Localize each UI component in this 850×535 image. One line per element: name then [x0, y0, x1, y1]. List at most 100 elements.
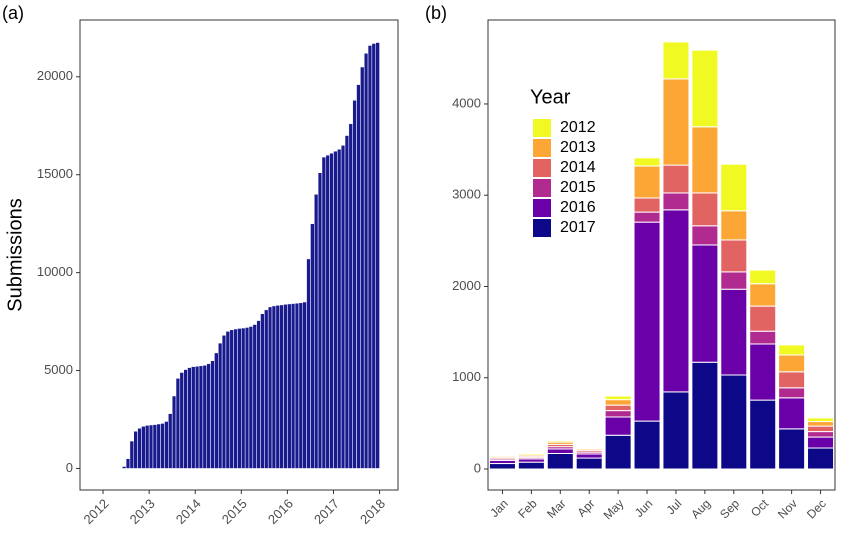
bar-segment — [488, 454, 516, 457]
bar-segment — [807, 431, 835, 438]
bar-segment — [778, 354, 806, 373]
bar — [164, 421, 169, 469]
bar-segment — [604, 399, 632, 406]
x-tick-label: 2015 — [219, 496, 250, 527]
bar — [371, 43, 376, 469]
bar-segment — [691, 244, 719, 363]
bar — [252, 324, 257, 469]
y-tick-label: 4000 — [452, 95, 481, 110]
bar-segment — [691, 361, 719, 470]
bar — [367, 45, 373, 469]
legend-swatch — [533, 159, 551, 177]
bar — [260, 313, 265, 469]
bar — [348, 123, 353, 469]
bar — [168, 413, 173, 469]
bar — [298, 302, 304, 469]
bar — [206, 363, 211, 469]
bar — [141, 426, 146, 469]
bar — [179, 372, 184, 469]
bar-segment — [720, 239, 748, 273]
bar-segment — [778, 397, 806, 430]
bar — [137, 428, 142, 469]
x-tick-label: Aug — [688, 496, 713, 521]
bar-segment — [604, 410, 632, 418]
x-tick-label: Dec — [804, 496, 829, 521]
x-tick-label: Feb — [515, 496, 540, 521]
legend-label: 2016 — [560, 199, 596, 216]
bar — [225, 331, 231, 469]
bar-segment — [691, 126, 719, 194]
bar-segment — [662, 78, 690, 166]
bar — [194, 365, 200, 469]
legend-swatch — [533, 199, 551, 217]
bar-segment — [749, 269, 777, 285]
bar — [310, 223, 315, 469]
x-tick-label: 2012 — [81, 496, 112, 527]
x-tick-label: 2016 — [265, 496, 296, 527]
bar — [344, 135, 350, 469]
bar-segment — [720, 374, 748, 470]
bar-segment — [778, 428, 806, 470]
bar — [302, 301, 307, 469]
bar-segment — [778, 344, 806, 356]
bar — [129, 440, 135, 469]
bar-segment — [604, 416, 632, 436]
bar-segment — [691, 192, 719, 227]
bar-segment — [633, 420, 661, 470]
bar — [183, 369, 188, 469]
bar — [360, 66, 365, 469]
bar-segment — [575, 457, 603, 470]
y-tick-label: 2000 — [452, 278, 481, 293]
bar — [121, 466, 127, 469]
legend-label: 2012 — [560, 119, 596, 136]
bar-segment — [575, 447, 603, 450]
bar-segment — [633, 211, 661, 223]
bar-segment — [662, 41, 690, 80]
bar — [145, 425, 150, 469]
bar — [198, 365, 204, 469]
bar — [187, 367, 192, 469]
bar-segment — [517, 452, 545, 456]
bar — [325, 154, 330, 469]
bar-segment — [546, 440, 574, 443]
bar — [237, 328, 242, 469]
bar-segment — [720, 271, 748, 290]
bar-segment — [604, 395, 632, 401]
x-tick-label: Jan — [487, 496, 511, 520]
bar — [264, 309, 269, 469]
bar-segment — [546, 448, 574, 454]
bar — [256, 320, 261, 469]
x-tick-label: 2013 — [127, 496, 158, 527]
bar-segment — [720, 288, 748, 376]
bar-segment — [633, 157, 661, 167]
bar — [290, 303, 296, 469]
y-tick-label: 20000 — [37, 68, 73, 83]
bar — [352, 100, 357, 469]
bar-segment — [575, 453, 603, 459]
bar — [214, 352, 219, 469]
y-tick-label: 3000 — [452, 187, 481, 202]
x-tick-label: 2014 — [173, 496, 204, 527]
bar — [160, 423, 165, 469]
x-tick-label: Jun — [632, 496, 656, 520]
bar-segment — [778, 371, 806, 389]
x-tick-label: Nov — [775, 496, 800, 521]
legend-title: Year — [530, 86, 571, 108]
bar-segment — [691, 225, 719, 246]
bar-segment — [662, 209, 690, 393]
bar — [148, 424, 154, 469]
x-tick-label: Mar — [544, 496, 569, 521]
bar-segment — [807, 447, 835, 470]
legend-label: 2013 — [560, 139, 596, 156]
y-tick-label: 0 — [474, 460, 481, 475]
y-tick-label: 0 — [66, 460, 73, 475]
x-tick-label: Sep — [717, 496, 742, 521]
bar — [133, 431, 138, 469]
bar-segment — [546, 452, 574, 470]
legend-label: 2014 — [560, 159, 596, 176]
x-tick-label: May — [601, 496, 627, 522]
bar-segment — [488, 463, 516, 470]
bar — [125, 458, 131, 469]
x-tick-label: 2017 — [311, 496, 342, 527]
